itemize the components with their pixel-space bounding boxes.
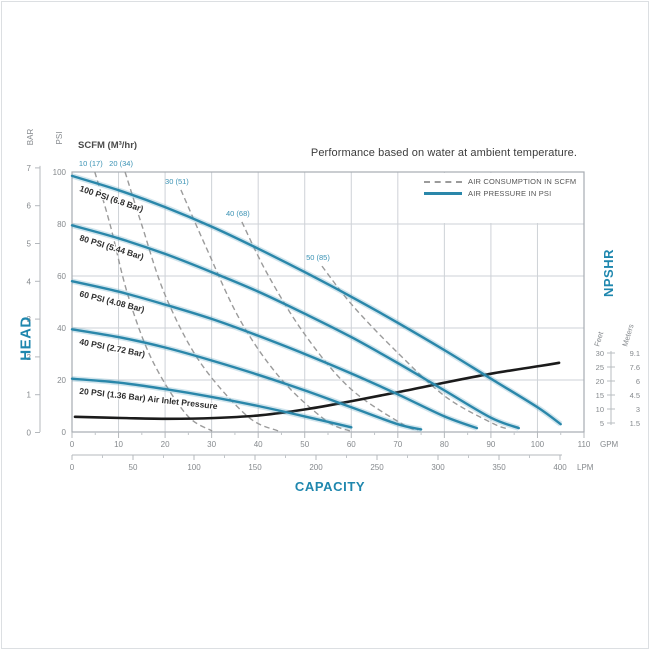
- gpm-tick-label: 70: [393, 440, 402, 449]
- psi-tick-label: 60: [57, 272, 66, 281]
- pressure-curve: [70, 377, 353, 429]
- gpm-tick-label: 0: [70, 440, 75, 449]
- lpm-tick-label: 250: [370, 463, 384, 472]
- dashed-line-sample-icon: [424, 180, 462, 183]
- psi-tick-label: 100: [53, 168, 67, 177]
- bar-tick-label: 7: [27, 164, 32, 173]
- lpm-tick-label: 400: [553, 463, 567, 472]
- gpm-tick-label: 80: [440, 440, 449, 449]
- legend-label: AIR PRESSURE IN PSI: [468, 189, 552, 198]
- scfm-axis-header: SCFM (M³/hr): [78, 140, 138, 151]
- lpm-tick-label: 50: [129, 463, 138, 472]
- lpm-tick-label: 0: [70, 463, 75, 472]
- bar-tick-label: 6: [27, 202, 32, 211]
- npshr-axis-label: NPSHR: [601, 249, 616, 298]
- npshr-meters-label: 3: [636, 405, 640, 414]
- pressure-curve: [70, 174, 562, 426]
- gpm-tick-label: 90: [486, 440, 495, 449]
- gpm-tick-label: 30: [207, 440, 216, 449]
- feet-unit-label: Feet: [592, 330, 605, 348]
- npshr-feet-label: 20: [596, 377, 604, 386]
- gpm-tick-label: 20: [161, 440, 170, 449]
- bar-tick-label: 1: [27, 391, 32, 400]
- lpm-tick-label: 100: [187, 463, 201, 472]
- solid-line-sample-icon: [424, 192, 462, 195]
- air-consumption-label: 10 (17): [79, 159, 103, 168]
- npshr-feet-label: 15: [596, 391, 604, 400]
- npshr-meters-label: 9.1: [630, 349, 640, 358]
- npshr-meters-label: 1.5: [630, 419, 640, 428]
- bar-tick-label: 4: [27, 277, 32, 286]
- pressure-curve-label: 20 PSI (1.36 Bar) Air Inlet Pressure: [79, 386, 219, 411]
- lpm-tick-label: 200: [309, 463, 323, 472]
- bar-tick-label: 3: [27, 315, 32, 324]
- pressure-curve: [70, 280, 479, 430]
- psi-tick-label: 80: [57, 220, 66, 229]
- legend-row-air-pressure: AIR PRESSURE IN PSI: [424, 189, 576, 198]
- lpm-tick-label: 350: [492, 463, 506, 472]
- psi-tick-label: 40: [57, 324, 66, 333]
- bar-tick-label: 2: [27, 353, 32, 362]
- lpm-tick-label: 300: [431, 463, 445, 472]
- bar-tick-label: 5: [27, 240, 32, 249]
- npshr-feet-label: 10: [596, 405, 604, 414]
- npshr-meters-label: 4.5: [630, 391, 640, 400]
- head-axis-label: HEAD: [17, 316, 35, 361]
- air-consumption-label: 30 (51): [165, 177, 189, 186]
- bar-tick-label: 0: [27, 429, 32, 438]
- gpm-tick-label: 60: [347, 440, 356, 449]
- air-consumption-label: 50 (85): [306, 253, 330, 262]
- capacity-axis-label: CAPACITY: [294, 479, 366, 494]
- air-consumption-curve: [94, 171, 213, 432]
- npshr-feet-label: 25: [596, 363, 604, 372]
- npshr-meters-label: 6: [636, 377, 640, 386]
- meters-unit-label: Meters: [620, 323, 635, 348]
- lpm-tick-label: 150: [248, 463, 262, 472]
- npshr-feet-label: 30: [596, 349, 604, 358]
- gpm-tick-label: 40: [254, 440, 263, 449]
- legend-label: AIR CONSUMPTION IN SCFM: [468, 177, 577, 186]
- lpm-unit-label: LPM: [577, 463, 594, 472]
- gpm-tick-label: 50: [300, 440, 309, 449]
- psi-tick-label: 20: [57, 376, 66, 385]
- air-consumption-label: 20 (34): [109, 159, 133, 168]
- chart-title: Performance based on water at ambient te…: [310, 147, 577, 159]
- npshr-meters-label: 7.6: [630, 363, 640, 372]
- npshr-feet-label: 5: [600, 419, 604, 428]
- psi-tick-label: 0: [62, 428, 67, 437]
- gpm-tick-label: 110: [578, 440, 591, 449]
- air-consumption-curve: [124, 171, 279, 432]
- pressure-curve: [70, 224, 520, 430]
- pressure-curve: [70, 328, 423, 431]
- gpm-tick-label: 10: [114, 440, 123, 449]
- air-consumption-curve: [321, 265, 509, 430]
- gpm-unit-label: GPM: [600, 440, 619, 449]
- chart-legend: AIR CONSUMPTION IN SCFM AIR PRESSURE IN …: [424, 177, 576, 198]
- bar-unit-label: BAR: [26, 129, 35, 146]
- air-consumption-label: 40 (68): [226, 209, 250, 218]
- gpm-tick-label: 100: [531, 440, 545, 449]
- legend-row-air-consumption: AIR CONSUMPTION IN SCFM: [424, 177, 576, 186]
- npshr-curve: [73, 361, 561, 421]
- psi-unit-label: PSI: [55, 132, 64, 145]
- air-consumption-curve: [180, 189, 351, 432]
